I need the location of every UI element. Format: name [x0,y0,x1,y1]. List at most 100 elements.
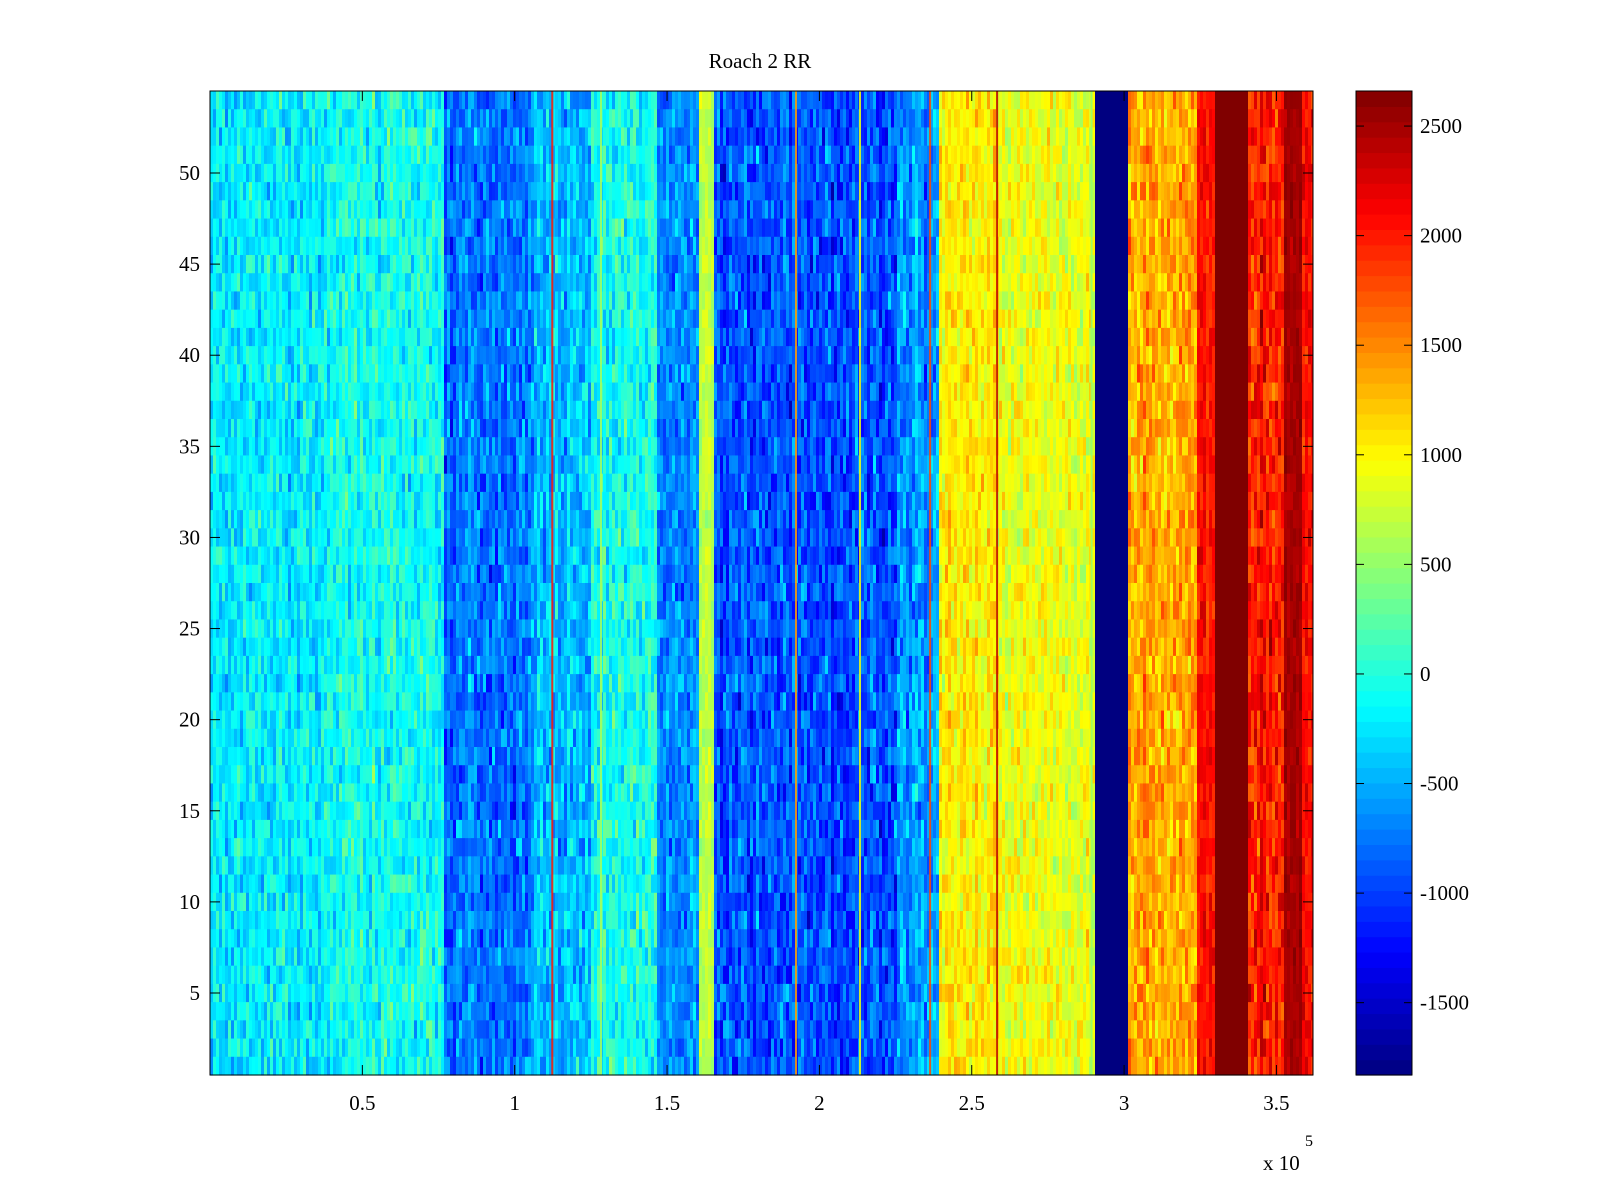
heatmap-cell [345,473,348,493]
heatmap-cell [270,473,273,493]
heatmap-cell [333,255,336,274]
heatmap-cell [456,692,459,712]
heatmap-cell [465,874,468,894]
heatmap-cell [369,911,372,930]
heatmap-cell [219,255,222,274]
heatmap-cell [246,637,249,657]
heatmap-cell [261,965,264,985]
heatmap-cell [390,874,393,894]
heatmap-cell [459,619,462,639]
heatmap-cell [324,947,327,967]
heatmap-cell [297,856,300,876]
heatmap-cell [210,145,213,165]
heatmap-cell [354,109,357,129]
heatmap-cell [282,710,285,730]
heatmap-cell [291,710,294,730]
heatmap-cell [309,856,312,876]
heatmap-cell [354,692,357,712]
heatmap-cell [459,564,462,584]
heatmap-cell [288,255,291,274]
heatmap-cell [411,382,414,402]
heatmap-cell [255,619,258,639]
heatmap-cell [432,710,435,730]
heatmap-cell [357,983,360,1003]
heatmap-cell [351,655,354,675]
heatmap-cell [414,491,417,511]
heatmap-cell [297,273,300,293]
heatmap-cell [459,929,462,949]
heatmap-cell [279,911,282,930]
heatmap-cell [384,1002,387,1021]
heatmap-cell [333,947,336,967]
heatmap-cell [297,583,300,602]
heatmap-cell [381,346,384,365]
heatmap-cell [459,437,462,457]
heatmap-cell [222,437,225,457]
heatmap-cell [237,874,240,894]
heatmap-cell [288,182,291,201]
heatmap-cell [444,801,447,821]
heatmap-cell [330,710,333,730]
heatmap-cell [213,1020,216,1040]
heatmap-cell [429,728,432,748]
heatmap-cell [390,491,393,511]
heatmap-cell [327,747,330,766]
heatmap-cell [225,309,228,329]
heatmap-cell [420,327,423,347]
heatmap-cell [315,546,318,566]
heatmap-cell [402,309,405,329]
heatmap-cell [312,564,315,584]
heatmap-cell [228,546,231,566]
heatmap-cell [408,838,411,857]
heatmap-cell [420,983,423,1003]
heatmap-cell [324,327,327,347]
heatmap-cell [237,801,240,821]
heatmap-cell [483,546,486,566]
heatmap-cell [297,127,300,147]
heatmap-cell [411,145,414,165]
heatmap-cell [429,965,432,985]
heatmap-cell [225,455,228,475]
heatmap-cell [366,947,369,967]
heatmap-cell [273,583,276,602]
heatmap-cell [222,983,225,1003]
heatmap-cell [300,291,303,311]
heatmap-cell [285,546,288,566]
heatmap-cell [273,692,276,712]
heatmap-cell [321,163,324,183]
heatmap-cell [270,327,273,347]
heatmap-cell [252,473,255,493]
heatmap-cell [324,637,327,657]
heatmap-cell [378,947,381,967]
heatmap-cell [318,473,321,493]
heatmap-cell [267,491,270,511]
heatmap-cell [273,510,276,529]
heatmap-cell [423,929,426,949]
heatmap-cell [243,255,246,274]
heatmap-cell [252,327,255,347]
heatmap-cell [279,273,282,293]
heatmap-cell [315,473,318,493]
heatmap-cell [378,747,381,766]
heatmap-cell [216,327,219,347]
heatmap-cell [345,419,348,438]
heatmap-cell [291,346,294,365]
heatmap-cell [345,255,348,274]
heatmap-cell [336,364,339,384]
heatmap-cell [375,911,378,930]
heatmap-cell [372,291,375,311]
heatmap-cell [438,455,441,475]
heatmap-cell [327,601,330,621]
heatmap-cell [246,437,249,457]
heatmap-cell [483,163,486,183]
heatmap-cell [384,1038,387,1058]
heatmap-cell [237,819,240,839]
heatmap-cell [363,601,366,621]
heatmap-cell [402,819,405,839]
heatmap-cell [336,163,339,183]
heatmap-cell [252,437,255,457]
heatmap-cell [258,218,261,238]
heatmap-cell [264,127,267,147]
heatmap-cell [234,728,237,748]
heatmap-cell [426,309,429,329]
